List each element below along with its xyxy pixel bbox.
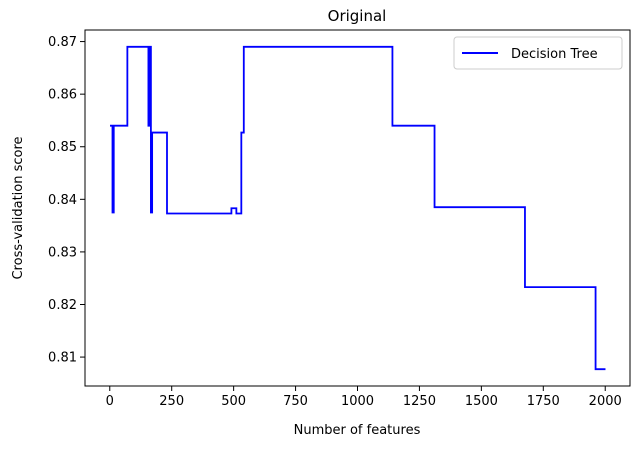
y-tick-label: 0.86 [48, 88, 77, 103]
chart-title: Original [328, 7, 387, 25]
x-tick-label: 1000 [341, 394, 374, 409]
x-tick-label: 0 [106, 394, 114, 409]
y-axis-title: Cross-validation score [11, 136, 26, 279]
x-tick-label: 1250 [403, 394, 436, 409]
y-axis: 0.81 0.82 0.83 0.84 0.85 0.86 0.87 [48, 35, 85, 366]
x-tick-label: 250 [159, 394, 184, 409]
x-axis-title: Number of features [294, 423, 421, 438]
series-line-decision-tree [110, 45, 606, 371]
x-tick-label: 500 [221, 394, 246, 409]
x-tick-label: 1750 [527, 394, 560, 409]
legend: Decision Tree [453, 36, 623, 70]
y-tick-label: 0.81 [48, 351, 77, 366]
x-tick-label: 2000 [589, 394, 622, 409]
y-tick-label: 0.83 [48, 245, 77, 260]
legend-label: Decision Tree [511, 47, 598, 62]
y-tick-label: 0.85 [48, 140, 77, 155]
y-tick-label: 0.84 [48, 193, 77, 208]
x-axis: 0 250 500 750 1000 1250 1500 1750 2000 [106, 386, 622, 409]
y-tick-label: 0.82 [48, 298, 77, 313]
y-tick-label: 0.87 [48, 35, 77, 50]
legend-box [453, 36, 623, 70]
plot-area [85, 30, 630, 386]
x-tick-label: 750 [283, 394, 308, 409]
x-tick-label: 1500 [465, 394, 498, 409]
plot-frame [84, 29, 631, 387]
